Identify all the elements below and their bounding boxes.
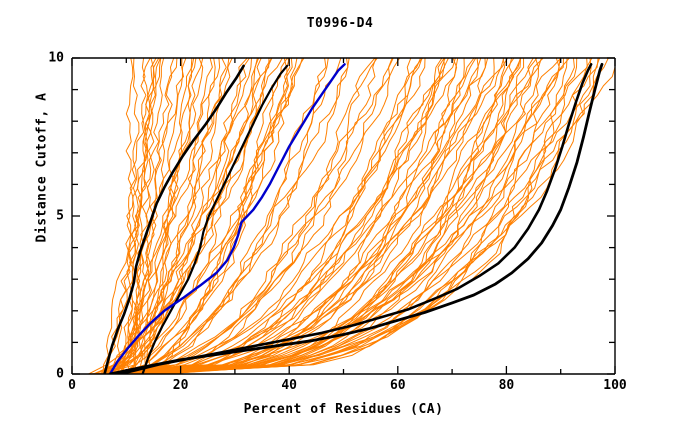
background-curve [145,58,475,374]
background-curve [102,58,151,374]
highlight-series-group [103,62,604,374]
background-curve [108,58,221,374]
background-curve [110,58,233,374]
background-curve [123,58,329,374]
background-curve [157,58,570,374]
background-curve [165,58,486,374]
x-tick-label: 100 [603,378,627,393]
background-curve [97,58,505,374]
background-curve [98,58,446,374]
background-curve [87,58,615,374]
background-curve [136,58,525,374]
background-curve [138,58,148,374]
y-tick-label: 0 [56,366,64,382]
background-curve [102,58,350,374]
background-curve [135,58,287,374]
background-curve [136,58,422,374]
series-black-model-4 [119,63,593,374]
background-curve [147,58,593,374]
background-curve [136,58,305,374]
background-curve [133,58,515,374]
background-curve [112,58,349,374]
background-curve [115,58,178,374]
background-curve [101,58,273,374]
background-curve [106,58,162,374]
background-curve [116,58,288,374]
background-curve [110,58,213,374]
background-curve [121,58,197,374]
background-curve [94,58,248,374]
background-curve [122,58,401,374]
page-title: T0996-D4 [306,16,374,31]
background-curve [125,58,542,374]
background-curve [127,58,327,374]
background-curve [143,58,482,374]
axes-group [71,57,616,375]
background-curve [124,58,509,374]
x-tick-label: 40 [281,378,298,393]
background-curve [102,58,204,374]
x-axis-label: Percent of Residues (CA) [243,402,444,417]
series-black-model-1 [103,64,245,374]
background-curve [150,58,412,374]
background-curve [121,58,227,374]
series-blue-model [108,63,346,374]
background-curve [134,58,393,374]
background-curve [119,58,161,374]
background-curve [117,58,489,374]
y-tick-label: 10 [48,50,64,66]
background-curve [93,58,426,374]
background-curve [149,58,423,374]
background-curve [100,58,165,374]
x-tick-label: 60 [389,378,406,393]
x-tick-label: 80 [498,378,515,393]
background-curve [151,58,609,374]
background-curve [114,58,449,374]
background-curve [135,58,376,374]
background-curve [97,58,534,374]
series-black-model-3 [108,62,604,374]
background-curve [136,58,465,374]
background-curve [110,58,562,374]
background-curve [113,58,601,374]
background-curve [125,58,270,374]
background-curve [88,58,273,374]
x-tick-label: 20 [172,378,189,393]
background-curve [131,58,522,374]
background-curve [145,58,193,374]
series-black-model-2 [141,64,289,374]
background-curve [108,58,251,374]
background-curve [147,58,443,374]
background-curve [97,58,458,374]
x-tick-label: 0 [68,378,76,393]
y-tick-label: 5 [56,208,64,224]
